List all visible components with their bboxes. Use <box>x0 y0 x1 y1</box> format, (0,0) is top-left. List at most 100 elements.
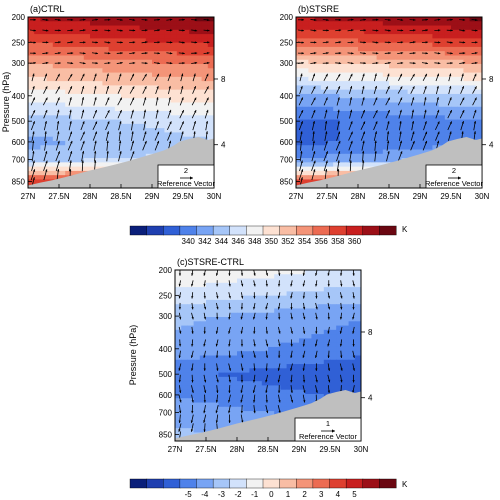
colorbar-swatch <box>246 479 263 488</box>
field-cell <box>47 85 54 90</box>
field-cell <box>181 424 188 429</box>
field-cell <box>121 55 128 60</box>
field-cell <box>202 68 209 73</box>
field-cell <box>84 124 91 129</box>
field-cell <box>318 326 325 331</box>
field-cell <box>321 21 328 26</box>
field-cell <box>408 137 415 142</box>
field-cell <box>200 420 207 425</box>
field-cell <box>342 296 349 301</box>
field-cell <box>299 373 306 378</box>
field-cell <box>84 81 91 86</box>
field-cell <box>102 107 109 112</box>
field-cell <box>280 377 287 382</box>
field-cell <box>152 124 159 129</box>
field-cell <box>457 107 464 112</box>
field-cell <box>426 55 433 60</box>
field-cell <box>194 356 201 361</box>
field-cell <box>315 124 322 129</box>
field-cell <box>71 21 78 26</box>
field-cell <box>218 270 225 275</box>
field-cell <box>305 321 312 326</box>
field-cell <box>315 68 322 73</box>
field-cell <box>96 158 103 163</box>
field-cell <box>299 283 306 288</box>
field-cell <box>383 90 390 95</box>
field-cell <box>237 300 244 305</box>
colorbar-swatch <box>313 479 330 488</box>
x-tick-label: 27N <box>21 192 36 201</box>
field-cell <box>299 326 306 331</box>
field-cell <box>256 296 263 301</box>
field-cell <box>200 407 207 412</box>
field-cell <box>109 94 116 99</box>
field-cell <box>299 343 306 348</box>
field-cell <box>352 154 359 159</box>
field-cell <box>414 141 421 146</box>
field-cell <box>212 274 219 279</box>
field-cell <box>231 398 238 403</box>
field-cell <box>401 68 408 73</box>
field-cell <box>84 43 91 48</box>
field-cell <box>194 300 201 305</box>
field-cell <box>296 77 303 82</box>
field-cell <box>181 274 188 279</box>
field-cell <box>195 73 202 78</box>
field-cell <box>243 385 250 390</box>
field-cell <box>451 21 458 26</box>
field-cell <box>40 47 47 52</box>
field-cell <box>158 141 165 146</box>
field-cell <box>339 107 346 112</box>
colorbar-swatch <box>230 226 247 235</box>
field-cell <box>90 90 97 95</box>
x-tick-label: 28N <box>230 445 245 454</box>
field-cell <box>164 34 171 39</box>
field-cell <box>302 43 309 48</box>
field-cell <box>370 81 377 86</box>
field-cell <box>280 313 287 318</box>
colorbar-swatch <box>363 479 380 488</box>
field-cell <box>302 171 309 176</box>
field-cell <box>401 73 408 78</box>
field-cell <box>287 326 294 331</box>
field-cell <box>401 98 408 103</box>
field-cell <box>439 128 446 133</box>
field-cell <box>311 279 318 284</box>
field-cell <box>299 291 306 296</box>
field-cell <box>109 34 116 39</box>
field-cell <box>225 420 232 425</box>
field-cell <box>187 394 194 399</box>
field-cell <box>65 81 72 86</box>
field-cell <box>305 338 312 343</box>
field-cell <box>457 64 464 69</box>
field-cell <box>408 34 415 39</box>
field-cell <box>127 64 134 69</box>
field-cell <box>256 394 263 399</box>
field-cell <box>327 167 334 172</box>
field-cell <box>305 279 312 284</box>
field-cell <box>206 351 213 356</box>
field-cell <box>47 111 54 116</box>
field-cell <box>383 77 390 82</box>
field-cell <box>408 115 415 120</box>
right-tick-label: 8 <box>368 328 373 337</box>
field-cell <box>333 137 340 142</box>
field-cell <box>183 47 190 52</box>
field-cell <box>287 351 294 356</box>
field-cell <box>318 300 325 305</box>
colorbar-label: 348 <box>248 237 262 246</box>
field-cell <box>318 291 325 296</box>
field-cell <box>164 55 171 60</box>
field-cell <box>302 90 309 95</box>
field-cell <box>243 317 250 322</box>
field-cell <box>206 291 213 296</box>
field-cell <box>231 390 238 395</box>
field-cell <box>339 68 346 73</box>
colorbar-swatch <box>363 226 380 235</box>
field-cell <box>426 124 433 129</box>
field-cell <box>414 124 421 129</box>
field-cell <box>256 300 263 305</box>
field-cell <box>194 330 201 335</box>
field-cell <box>225 338 232 343</box>
field-cell <box>218 364 225 369</box>
